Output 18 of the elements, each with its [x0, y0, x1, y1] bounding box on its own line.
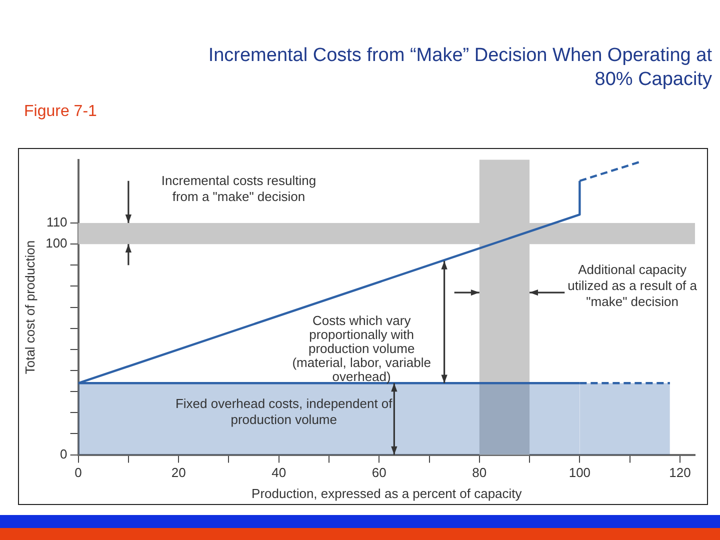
x-axis-title: Production, expressed as a percent of capacity [252, 486, 522, 501]
x-tick-label: 40 [272, 465, 286, 480]
x-tick-label: 100 [568, 465, 591, 480]
y-tick-label: 0 [60, 446, 68, 462]
chart-title: Incremental Costs from “Make” Decision When Operating at 80% Capacity [207, 44, 712, 92]
x-tick-label: 120 [669, 465, 691, 480]
y-tick-label: 110 [46, 214, 68, 230]
x-tick-label: 0 [74, 465, 82, 480]
caption: Figure 7-1 [24, 103, 97, 121]
annotation: Incremental costs resulting from a "make" decision [161, 172, 316, 204]
annotation: Costs which vary proportionally with production volume (material, labor, variable overhead) [292, 313, 431, 384]
y-tick-label: 100 [46, 236, 68, 251]
x-tick-label: 60 [372, 465, 386, 480]
x-tick-label: 20 [171, 465, 186, 480]
x-tick-label: 80 [472, 465, 487, 480]
y-axis-title: Total cost of production [22, 240, 38, 374]
annotation: Additional capacity utilized as a result of a "make" decision [568, 262, 698, 309]
annotation: Fixed overhead costs, independent of production volume [175, 396, 393, 428]
